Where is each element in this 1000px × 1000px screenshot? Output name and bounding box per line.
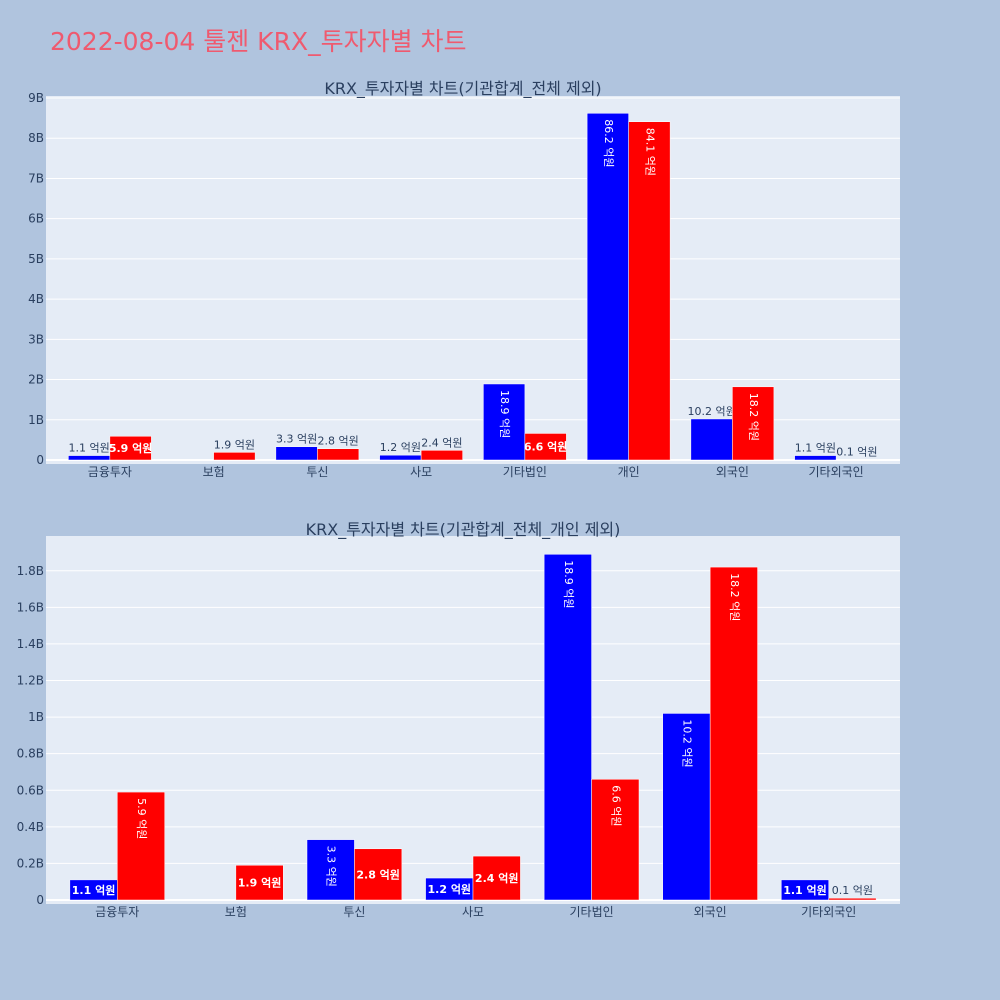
data-label: 18.2 억원 <box>747 393 760 441</box>
data-label: 1.1 억원 <box>783 883 827 897</box>
x-tick-label: 투신 <box>306 465 328 479</box>
x-tick-label: 보험 <box>225 905 247 919</box>
data-label: 2.8 억원 <box>318 435 359 448</box>
data-label: 1.9 억원 <box>238 876 282 890</box>
bar <box>275 446 318 461</box>
data-label: 18.9 억원 <box>562 560 575 608</box>
data-label: 6.6 억원 <box>609 785 622 826</box>
data-label: 10.2 억원 <box>688 405 736 418</box>
data-label: 2.4 억원 <box>421 436 462 449</box>
chart-title: KRX_투자자별 차트(기관합계_전체_개인 제외) <box>306 520 621 540</box>
data-label: 1.1 억원 <box>795 442 836 455</box>
x-tick-label: 기타외국인 <box>801 905 856 919</box>
data-label: 1.1 억원 <box>72 883 116 897</box>
plot-area <box>46 536 900 904</box>
y-tick-label: 2B <box>28 373 44 387</box>
y-tick-label: 1.6B <box>17 600 44 614</box>
data-label: 1.9 억원 <box>214 438 255 451</box>
data-label: 18.2 억원 <box>728 573 741 621</box>
data-label: 86.2 억원 <box>602 119 615 167</box>
y-tick-label: 1.2B <box>17 674 44 688</box>
x-tick-label: 투신 <box>343 905 365 919</box>
bar <box>235 864 284 901</box>
bar <box>109 436 152 461</box>
y-tick-label: 4B <box>28 292 44 306</box>
bar <box>828 897 877 901</box>
data-label: 6.6 억원 <box>524 440 568 454</box>
bar <box>794 455 837 461</box>
data-label: 3.3 억원 <box>325 846 338 887</box>
bar <box>420 450 463 461</box>
x-tick-label: 보험 <box>203 465 225 479</box>
y-tick-label: 7B <box>28 171 44 185</box>
bar <box>317 448 360 461</box>
bar <box>628 121 671 461</box>
bar <box>543 554 592 901</box>
chart-2: 0 0.2B 0.4B 0.6B 0.8B 1B 1.2B 1.4B 1.6B 1.8B KRX_투… <box>17 520 900 919</box>
data-label: 1.1 억원 <box>69 442 110 455</box>
data-label: 5.9 억원 <box>135 798 148 839</box>
bar <box>117 791 165 901</box>
data-label: 5.9 억원 <box>109 441 153 455</box>
y-tick-label: 8B <box>28 131 44 145</box>
data-label: 2.4 억원 <box>475 871 519 885</box>
data-label: 0.1 억원 <box>836 446 877 459</box>
y-tick-label: 1B <box>28 710 44 724</box>
bar <box>732 386 775 461</box>
bar <box>379 454 422 461</box>
page-title: 2022-08-04 툴젠 KRX_투자자별 차트 <box>50 27 467 56</box>
x-tick-label: 외국인 <box>694 905 727 919</box>
x-tick-label: 개인 <box>618 465 640 479</box>
bar <box>690 418 733 461</box>
x-tick-label: 사모 <box>462 905 484 919</box>
data-label: 10.2 억원 <box>680 719 693 767</box>
y-tick-label: 5B <box>28 252 44 266</box>
bar <box>709 566 758 901</box>
x-tick-label: 기타법인 <box>503 465 547 479</box>
bar <box>213 452 256 461</box>
x-tick-label: 사모 <box>410 465 432 479</box>
y-tick-label: 0 <box>36 453 44 467</box>
data-label: 18.9 억원 <box>498 390 511 438</box>
y-tick-label: 9B <box>28 91 44 105</box>
y-tick-label: 6B <box>28 212 44 226</box>
x-tick-label: 기타법인 <box>569 905 613 919</box>
data-label: 1.2 억원 <box>380 441 421 454</box>
bar <box>781 879 829 901</box>
data-label: 3.3 억원 <box>276 433 317 446</box>
y-tick-label: 1.8B <box>17 564 44 578</box>
data-label: 0.1 억원 <box>832 884 873 897</box>
x-tick-label: 금융투자 <box>95 905 139 919</box>
y-tick-label: 0 <box>36 893 44 907</box>
x-tick-label: 금융투자 <box>88 465 132 479</box>
y-tick-label: 1B <box>28 413 44 427</box>
y-tick-label: 0.4B <box>17 820 44 834</box>
chart-1: 0 1B 2B 3B 4B 5B 6B 7B 8B 9B KRX_투자자별 차트(기관합계_전체 제… <box>28 79 900 479</box>
data-label: 2.8 억원 <box>356 867 400 881</box>
data-label: 84.1 억원 <box>643 128 656 176</box>
y-tick-label: 1.4B <box>17 637 44 651</box>
bar <box>662 713 711 901</box>
bar <box>524 433 567 461</box>
bar <box>68 455 111 461</box>
bar <box>472 855 521 901</box>
bar <box>591 779 640 901</box>
y-tick-label: 0.6B <box>17 783 44 797</box>
bar <box>354 848 403 901</box>
x-tick-label: 기타외국인 <box>809 465 864 479</box>
bar <box>306 839 355 901</box>
x-tick-label: 외국인 <box>716 465 749 479</box>
y-tick-label: 0.2B <box>17 856 44 870</box>
y-tick-label: 3B <box>28 332 44 346</box>
y-tick-label: 0.8B <box>17 747 44 761</box>
bar <box>586 113 629 461</box>
chart-title: KRX_투자자별 차트(기관합계_전체 제외) <box>324 79 601 99</box>
bar <box>483 383 526 461</box>
data-label: 1.2 억원 <box>428 882 472 896</box>
